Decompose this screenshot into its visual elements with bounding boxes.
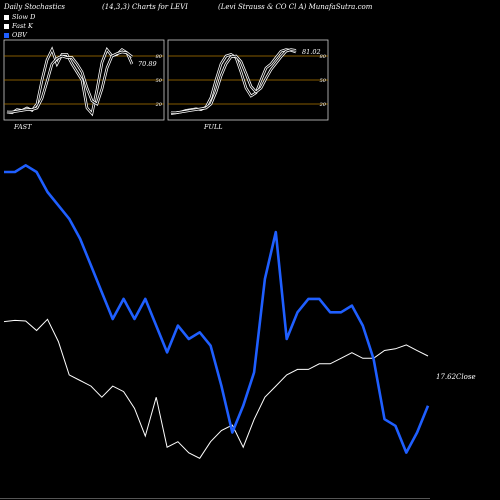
legend-fast-k-label: Fast K [12, 22, 33, 30]
legend-obv-label: OBV [12, 31, 27, 39]
legend-slow-d-label: Slow D [12, 13, 36, 21]
panel-full-title: FULL [203, 123, 223, 131]
close-last-value-label: 17.62Close [436, 373, 476, 381]
legend-obv-swatch [4, 32, 9, 38]
legend-obv: OBV [4, 31, 27, 39]
obv-line [4, 164, 430, 454]
panel-full-series-1 [171, 49, 297, 114]
legend-slow-d-swatch [4, 14, 9, 20]
legend-fast-k-swatch [4, 23, 9, 29]
panel-fast-series-1 [7, 51, 133, 113]
panel-fast-level-label-50: 50 [156, 78, 163, 84]
panel-full-level-label-50: 50 [320, 78, 327, 84]
legend-fast-k: Fast K [4, 22, 33, 30]
chart-header-right: (Levi Strauss & CO Cl A) MunafaSutra.com [218, 3, 373, 11]
panel-fast-title: FAST [13, 123, 32, 131]
chart-header-middle: (14,3,3) Charts for LEVI [102, 3, 188, 11]
panel-fast-last-value: 70.89 [138, 60, 157, 68]
panel-full-level-label-80: 80 [320, 54, 327, 60]
chart-header-left: Daily Stochastics [4, 3, 66, 11]
panel-fast-level-label-20: 20 [155, 102, 163, 108]
panel-full-series-1-outline [171, 48, 297, 115]
legend-slow-d: Slow D [4, 13, 35, 21]
panel-full-level-label-20: 20 [319, 102, 327, 108]
close-price-line [3, 318, 429, 459]
panel-full-last-value: 81.02 [302, 48, 321, 56]
panel-fast-level-label-80: 80 [156, 54, 163, 60]
